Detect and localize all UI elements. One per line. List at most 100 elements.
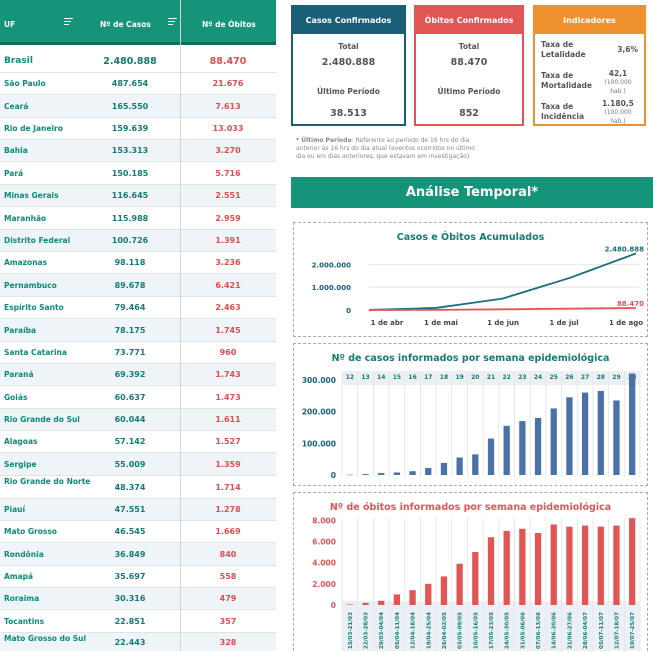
row-casos: 115.988 xyxy=(111,214,149,223)
row-uf: São Paulo xyxy=(4,79,46,88)
category-cell xyxy=(499,601,515,651)
bar xyxy=(550,524,557,605)
bar xyxy=(519,421,526,475)
category-cell xyxy=(577,601,593,651)
x-tick-label: 1 de ago xyxy=(609,319,643,327)
bar xyxy=(550,408,557,475)
table-row: Espírito Santo 79.464 2.463 xyxy=(0,297,276,319)
row-uf: Brasil xyxy=(4,56,33,66)
card-obitos-total: 88.470 xyxy=(450,57,488,68)
category-label: 03/05-09/05 xyxy=(458,612,464,649)
category-cell xyxy=(420,601,436,651)
table-row: Tocantins 22.851 357 xyxy=(0,610,276,633)
category-cell xyxy=(593,371,609,385)
row-uf: Goiás xyxy=(4,393,28,402)
category-cell xyxy=(436,601,452,651)
row-uf: Roraima xyxy=(4,594,40,603)
y-tick-label: 300.000 xyxy=(302,376,336,385)
row-obitos: 1.611 xyxy=(215,415,241,424)
table-row: Rio de Janeiro 159.639 13.033 xyxy=(0,118,276,140)
table-row: Goiás 60.637 1.473 xyxy=(0,386,276,409)
row-uf: Rondônia xyxy=(4,550,44,559)
table-row: Roraima 30.316 479 xyxy=(0,588,276,610)
row-casos: 159.639 xyxy=(111,124,149,133)
row-casos: 35.697 xyxy=(114,572,146,581)
bar xyxy=(472,454,479,475)
card-obitos-periodo: 852 xyxy=(459,108,479,119)
y-tick-label: 1.000.000 xyxy=(312,284,352,292)
row-casos: 78.175 xyxy=(114,326,146,335)
row-obitos: 2.959 xyxy=(215,214,241,223)
row-uf: Minas Gerais xyxy=(4,191,59,200)
series-end-label: 2.480.888 xyxy=(605,245,645,253)
chart-obitos-semana: 0 2.000 4.000 6.000 8.000 15/03-21/03 22/03-28… xyxy=(312,516,641,651)
bar xyxy=(534,417,542,475)
card-casos-periodo: 38.513 xyxy=(330,108,367,119)
row-casos: 2.480.888 xyxy=(103,56,157,67)
y-tick-label: 0 xyxy=(346,307,351,315)
bar xyxy=(378,600,385,605)
row-obitos: 3.270 xyxy=(215,146,241,155)
category-cell xyxy=(342,601,358,651)
category-cell xyxy=(342,371,358,385)
y-tick-label: 100.000 xyxy=(302,439,336,448)
card-casos: Casos Confirmados Total 2.480.888 Último… xyxy=(291,5,406,126)
header-uf[interactable]: UF xyxy=(4,20,16,29)
row-uf: Espírito Santo xyxy=(4,303,64,312)
bar xyxy=(613,400,620,475)
series-end-label: 88.470 xyxy=(617,300,644,308)
bar xyxy=(487,438,495,475)
row-uf: Amazonas xyxy=(4,258,48,267)
table-row: Piauí 47.551 1.278 xyxy=(0,499,276,521)
table-row: Mato Grosso do Sul 22.443 328 xyxy=(0,633,276,651)
header-casos[interactable]: Nº de Casos xyxy=(100,20,151,29)
chart-obitos-semana-panel: Nº de óbitos informados por semana epide… xyxy=(293,492,648,651)
bar xyxy=(597,526,604,605)
table-row: Ceará 165.550 7.613 xyxy=(0,95,276,118)
category-label: 15 xyxy=(393,374,401,381)
bar xyxy=(425,583,432,605)
row-uf: Mato Grosso do Sul xyxy=(4,634,87,643)
category-cell xyxy=(436,371,452,385)
sort-icon[interactable] xyxy=(64,18,73,27)
category-label: 26 xyxy=(565,374,573,381)
table-row: Brasil 2.480.888 88.470 xyxy=(0,48,276,73)
card-obitos-title: Óbitos Confirmados xyxy=(416,7,522,34)
category-cell xyxy=(530,371,546,385)
x-tick-label: 1 de abr xyxy=(371,319,404,327)
y-tick-label: 8.000 xyxy=(312,516,336,525)
row-casos: 69.392 xyxy=(114,370,146,379)
category-cell xyxy=(452,371,467,385)
row-casos: 153.313 xyxy=(111,146,149,155)
category-cell xyxy=(546,371,562,385)
row-uf: Pernambuco xyxy=(4,281,57,290)
category-label: 23 xyxy=(518,374,526,381)
row-uf: Rio de Janeiro xyxy=(4,124,63,133)
table-row: Minas Gerais 116.645 2.551 xyxy=(0,185,276,207)
category-label: 12/07-18/07 xyxy=(614,612,620,649)
bar xyxy=(456,457,463,475)
card-casos-total-label: Total xyxy=(338,42,359,51)
row-obitos: 5.716 xyxy=(215,169,241,178)
series-line xyxy=(368,307,637,311)
category-cell xyxy=(420,371,436,385)
category-label: 21 xyxy=(487,374,495,381)
bar xyxy=(581,525,589,605)
row-uf: Pará xyxy=(4,169,24,178)
category-label: 29/03-04/04 xyxy=(379,612,385,649)
row-obitos: 7.613 xyxy=(215,102,241,111)
chart-casos-semana: 0 100.000 200.000 300.000 12 13 14 15 16 17 18 19 20… xyxy=(302,371,641,480)
category-cell xyxy=(467,371,483,385)
row-uf: Rio Grande do Norte xyxy=(4,477,91,486)
category-cell xyxy=(577,371,593,385)
sort-icon[interactable] xyxy=(168,18,177,27)
row-obitos: 960 xyxy=(219,348,237,357)
category-label: 10/05-16/05 xyxy=(473,612,479,649)
table-row: Rio Grande do Sul 60.044 1.611 xyxy=(0,409,276,431)
row-obitos: 1.714 xyxy=(215,483,241,492)
bar xyxy=(519,528,526,605)
header-obitos[interactable]: Nº de Óbitos xyxy=(202,20,256,29)
category-label: 22 xyxy=(503,374,511,381)
row-casos: 98.118 xyxy=(114,258,146,267)
table-row: Amazonas 98.118 3.236 xyxy=(0,252,276,274)
